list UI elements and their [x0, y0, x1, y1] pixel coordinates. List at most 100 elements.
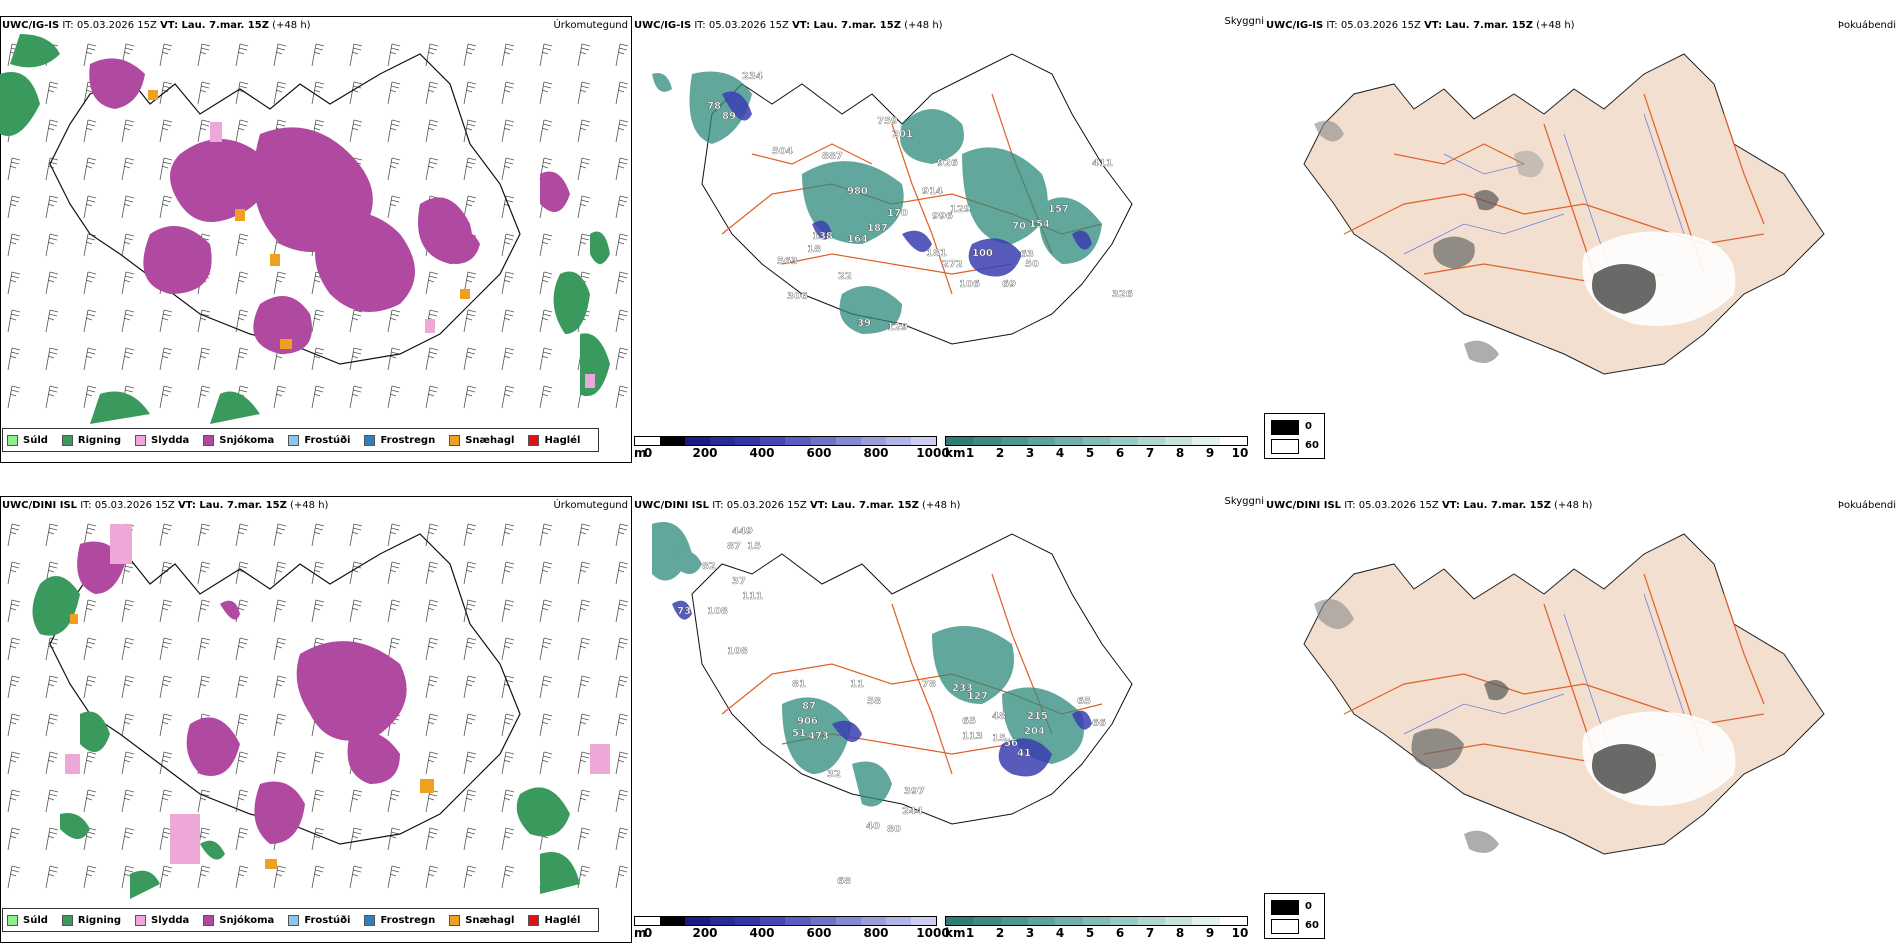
cloud-base-label: 78	[707, 101, 721, 112]
wind-barb	[501, 309, 515, 333]
legend-label: Snæhagl	[465, 434, 515, 446]
cloud-base-label: 65	[962, 716, 976, 727]
wind-barb	[577, 119, 591, 143]
wind-barb	[45, 523, 59, 547]
wind-barb	[197, 43, 211, 67]
wind-barb	[159, 347, 173, 371]
wind-barb	[159, 827, 173, 851]
colorbar-tick: 9	[1205, 446, 1215, 460]
cloud-base-label: 56	[1004, 738, 1018, 749]
panel-title: Úrkomutegund	[553, 20, 628, 31]
wind-barb	[197, 385, 211, 409]
wind-barb	[349, 43, 363, 67]
wind-barb	[463, 385, 477, 409]
legend-label: Haglél	[544, 434, 581, 446]
cloud-base-label: 70	[1012, 221, 1026, 232]
cloud-base-label: 759	[877, 116, 898, 127]
colorbar-tick: 6	[1115, 446, 1125, 460]
wind-barb	[463, 751, 477, 775]
wind-barb	[83, 347, 97, 371]
colorbar-tick: 2	[995, 926, 1005, 940]
it-label: IT:	[1326, 20, 1338, 31]
vt-label: VT: Lau. 7.mar. 15Z	[792, 20, 901, 31]
wind-barb	[463, 309, 477, 333]
wind-barb	[311, 309, 325, 333]
legend-item-hail: Haglél	[528, 914, 581, 926]
cloud-base-label: 233	[952, 683, 973, 694]
wind-barb	[463, 827, 477, 851]
legend-item-freezing-rain: Frostregn	[364, 434, 435, 446]
wind-barb	[387, 81, 401, 105]
wind-barb	[539, 599, 553, 623]
wind-barb	[197, 599, 211, 623]
wind-barb	[463, 157, 477, 181]
cloud-base-label: 397	[904, 786, 925, 797]
it-value: 05.03.2026 15Z	[1358, 500, 1439, 511]
wind-barb	[121, 827, 135, 851]
wind-barb	[311, 789, 325, 813]
wind-barb	[7, 827, 21, 851]
colorbar-tick: 8	[1175, 926, 1185, 940]
visibility-unit: km	[945, 926, 966, 940]
precip-legend: Súld Rigning Slydda Snjókoma Frostúði Fr…	[2, 428, 600, 452]
wind-barb	[501, 385, 515, 409]
wind-barb	[45, 865, 59, 889]
legend-label: Rigning	[77, 434, 122, 446]
wind-barb	[7, 523, 21, 547]
legend-label: Snæhagl	[465, 914, 515, 926]
legend-label: Haglél	[544, 914, 581, 926]
cloud-base-label: 127	[967, 691, 988, 702]
cloud-base-label: 181	[926, 248, 947, 259]
wind-barb	[539, 523, 553, 547]
wind-barb	[159, 751, 173, 775]
cloud-base-label: 108	[707, 606, 728, 617]
it-value: 05.03.2026 15Z	[1340, 20, 1421, 31]
wind-barb	[83, 43, 97, 67]
wind-barb	[425, 347, 439, 371]
wind-barb	[83, 523, 97, 547]
model-name: UWC/DINI ISL	[2, 500, 78, 511]
cloud-base-label: 40	[866, 821, 880, 832]
low-cloud-base-areas	[672, 600, 1092, 777]
wind-barb	[45, 385, 59, 409]
model-name: UWC/DINI ISL	[634, 500, 710, 511]
colorbar-tick: 1000	[916, 926, 950, 940]
cloud-base-label: 129	[887, 322, 908, 333]
wind-barb	[387, 523, 401, 547]
rain-areas	[32, 576, 580, 899]
vt-label: VT: Lau. 7.mar. 15Z	[1441, 500, 1551, 511]
wind-barb	[83, 599, 97, 623]
lead-time: (+48 h)	[1536, 20, 1575, 31]
legend-label: Slydda	[151, 914, 190, 926]
wind-barb	[349, 865, 363, 889]
wind-barb	[121, 271, 135, 295]
colorbar-tick: 800	[863, 926, 889, 940]
wind-barb	[577, 561, 591, 585]
precip-map	[7, 523, 629, 899]
wind-barb	[273, 271, 287, 295]
cloud-base-label: 129	[950, 204, 971, 215]
forecast-row-0: UWC/IG-IS IT: 05.03.2026 15Z VT: Lau. 7.…	[0, 0, 1900, 470]
cloud-base-label: 100	[972, 248, 993, 259]
cloud-base-label: 73	[677, 606, 691, 617]
panel-header: UWC/DINI ISL IT: 05.03.2026 15Z VT: Lau.…	[1266, 500, 1592, 512]
wind-barb	[539, 561, 553, 585]
wind-barb	[387, 119, 401, 143]
wind-barb	[121, 675, 135, 699]
cloud-base-label: 563	[777, 256, 798, 267]
wind-barb	[159, 599, 173, 623]
wind-barb	[121, 713, 135, 737]
wind-barb	[83, 119, 97, 143]
legend-label: Snjókoma	[219, 914, 275, 926]
wind-barb	[273, 713, 287, 737]
panel-title: Úrkomutegund	[553, 500, 628, 511]
wind-barb	[159, 43, 173, 67]
cloud-base-label: 326	[1112, 289, 1133, 300]
cloud-base-label: 234	[742, 71, 763, 82]
wind-barb	[159, 157, 173, 181]
wind-barb	[159, 309, 173, 333]
wind-barb	[45, 309, 59, 333]
legend-label: Frostregn	[380, 914, 436, 926]
wind-barb	[121, 789, 135, 813]
wind-barb	[425, 751, 439, 775]
